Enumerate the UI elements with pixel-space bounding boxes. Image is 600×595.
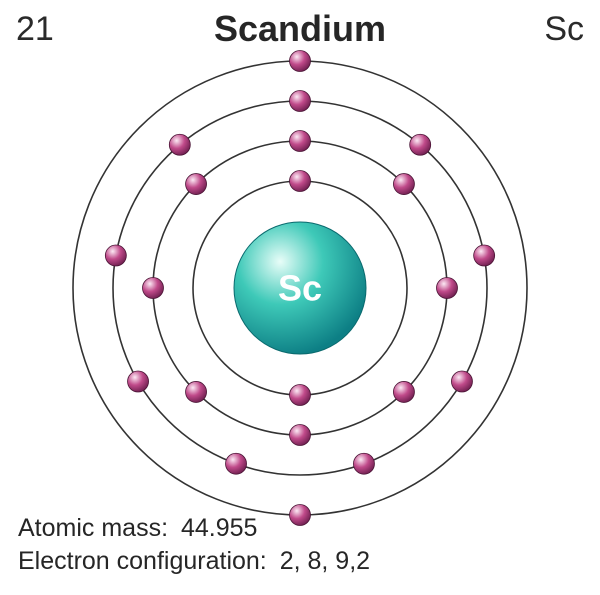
element-symbol: Sc bbox=[544, 10, 584, 49]
electron-s2-1 bbox=[290, 131, 311, 152]
element-name: Scandium bbox=[214, 8, 386, 50]
electron-s2-6 bbox=[186, 381, 207, 402]
electron-s3-1 bbox=[290, 91, 311, 112]
electron-s3-9 bbox=[169, 134, 190, 155]
electron-s2-2 bbox=[393, 174, 414, 195]
atomic-mass-row: Atomic mass: 44.955 bbox=[18, 512, 370, 545]
electron-s2-7 bbox=[143, 278, 164, 299]
atomic-mass-value: 44.955 bbox=[181, 514, 257, 542]
electron-config-value: 2, 8, 9,2 bbox=[280, 547, 370, 575]
atomic-number: 21 bbox=[16, 10, 54, 49]
electron-s2-3 bbox=[437, 278, 458, 299]
electron-s2-5 bbox=[290, 425, 311, 446]
atomic-mass-label: Atomic mass: bbox=[18, 514, 168, 542]
electron-s1-2 bbox=[290, 385, 311, 406]
electron-s3-6 bbox=[226, 453, 247, 474]
electron-s1-1 bbox=[290, 171, 311, 192]
electron-s3-5 bbox=[353, 453, 374, 474]
footer: Atomic mass: 44.955 Electron configurati… bbox=[18, 512, 370, 577]
electron-s3-4 bbox=[451, 371, 472, 392]
electron-s2-4 bbox=[393, 381, 414, 402]
electron-s4-1 bbox=[290, 51, 311, 72]
nucleus-label: Sc bbox=[278, 268, 322, 309]
electron-s3-8 bbox=[105, 245, 126, 266]
electron-s3-7 bbox=[128, 371, 149, 392]
electron-config-label: Electron configuration: bbox=[18, 547, 267, 575]
electron-s2-8 bbox=[186, 174, 207, 195]
electron-config-row: Electron configuration: 2, 8, 9,2 bbox=[18, 545, 370, 578]
nucleus: Sc bbox=[234, 222, 366, 354]
electron-s3-2 bbox=[410, 134, 431, 155]
atom-diagram: Sc bbox=[60, 48, 540, 528]
electron-s3-3 bbox=[474, 245, 495, 266]
